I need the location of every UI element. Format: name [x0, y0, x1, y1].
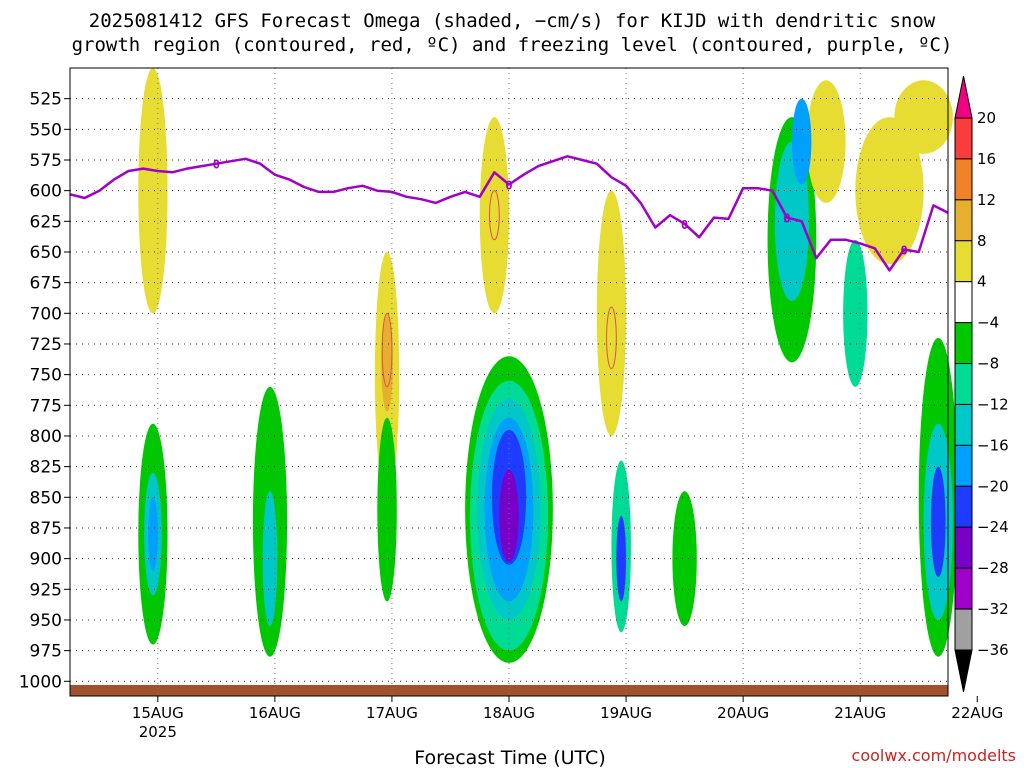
y-tick-label-4: 625 [30, 212, 62, 232]
omega-region-29 [148, 497, 158, 571]
chart-title-line-1: 2025081412 GFS Forecast Omega (shaded, −… [89, 10, 936, 32]
ground-strip [70, 685, 948, 696]
colorbar-tick-6: −8 [977, 355, 999, 373]
omega-region-26 [931, 467, 946, 577]
plot-area [70, 68, 958, 696]
colorbar-swatch-4 [955, 282, 972, 323]
y-tick-label-3: 600 [30, 182, 62, 202]
x-tick-label-6: 21AUG [834, 704, 886, 722]
freezing-level-label-2: 0 [681, 218, 688, 232]
y-tick-label-9: 750 [30, 366, 62, 386]
colorbar-tick-11: −28 [977, 559, 1009, 577]
credit-text[interactable]: coolwx.com/modelts [852, 746, 1016, 765]
omega-region-18 [377, 418, 397, 602]
colorbar-bottom-arrow [955, 650, 972, 692]
colorbar-tick-9: −20 [977, 477, 1009, 495]
y-tick-label-1: 550 [30, 120, 62, 140]
y-tick-label-2: 575 [30, 151, 62, 171]
x-axis-label: Forecast Time (UTC) [414, 747, 605, 768]
colorbar-swatch-12 [955, 609, 972, 650]
x-tick-label-1: 16AUG [249, 704, 301, 722]
colorbar: 20 16 12 8 4 −4 −8 −12 −16 −20 −24 −28 −32 −36 [955, 76, 1009, 692]
y-tick-label-0: 525 [30, 90, 62, 110]
colorbar-tick-5: −4 [977, 314, 999, 332]
omega-region-17 [894, 80, 953, 154]
y-tick-label-5: 650 [30, 243, 62, 263]
colorbar-top-arrow [955, 76, 972, 118]
colorbar-swatch-2 [955, 200, 972, 241]
y-tick-label-8: 725 [30, 335, 62, 355]
colorbar-tick-13: −36 [977, 641, 1009, 659]
colorbar-tick-4: 4 [977, 273, 987, 291]
omega-region-25 [792, 99, 812, 185]
y-tick-label-17: 950 [30, 611, 62, 631]
colorbar-swatch-0 [955, 118, 972, 159]
colorbar-swatch-11 [955, 568, 972, 609]
freezing-level-label-0: 0 [213, 158, 220, 172]
freezing-level-label-4: 0 [900, 244, 907, 258]
colorbar-swatch-6 [955, 364, 972, 405]
x-tick-label-2: 17AUG [366, 704, 418, 722]
colorbar-swatch-8 [955, 445, 972, 486]
colorbar-tick-0: 20 [977, 109, 996, 127]
omega-forecast-chart: 2025081412 GFS Forecast Omega (shaded, −… [0, 0, 1024, 768]
x-tick-label-7: 22AUG [951, 704, 1003, 722]
omega-region-9 [597, 191, 626, 436]
colorbar-tick-2: 12 [977, 191, 996, 209]
colorbar-tick-3: 8 [977, 232, 987, 250]
y-tick-label-10: 775 [30, 396, 62, 416]
y-tick-label-14: 875 [30, 519, 62, 539]
colorbar-swatch-10 [955, 527, 972, 568]
y-tick-label-18: 975 [30, 642, 62, 662]
colorbar-swatch-1 [955, 159, 972, 200]
x-tick-label-0: 15AUG [132, 704, 184, 722]
y-tick-label-13: 850 [30, 488, 62, 508]
colorbar-tick-8: −16 [977, 436, 1009, 454]
colorbar-tick-1: 16 [977, 150, 996, 168]
x-tick-label-5: 20AUG [717, 704, 769, 722]
y-tick-label-19: 1000 [19, 672, 62, 692]
colorbar-swatch-3 [955, 241, 972, 282]
chart-title-line-2: growth region (contoured, red, ºC) and f… [72, 34, 953, 56]
x-tick-label-4: 19AUG [600, 704, 652, 722]
x-tick-sublabel-0: 2025 [139, 723, 177, 741]
omega-region-19 [843, 240, 867, 387]
y-tick-label-6: 675 [30, 274, 62, 294]
y-tick-label-11: 800 [30, 427, 62, 447]
colorbar-tick-12: −32 [977, 600, 1009, 618]
colorbar-swatch-5 [955, 323, 972, 364]
colorbar-tick-7: −12 [977, 395, 1009, 413]
colorbar-swatch-9 [955, 486, 972, 527]
y-tick-label-7: 700 [30, 304, 62, 324]
y-tick-label-16: 925 [30, 580, 62, 600]
colorbar-swatch-7 [955, 404, 972, 445]
freezing-level-label-3: 0 [783, 212, 790, 226]
y-tick-label-15: 900 [30, 550, 62, 570]
y-tick-label-12: 825 [30, 458, 62, 478]
x-tick-label-3: 18AUG [483, 704, 535, 722]
omega-region-28 [616, 516, 626, 602]
colorbar-tick-10: −24 [977, 518, 1009, 536]
omega-region-13 [480, 117, 509, 313]
freezing-level-label-1: 0 [505, 179, 512, 193]
